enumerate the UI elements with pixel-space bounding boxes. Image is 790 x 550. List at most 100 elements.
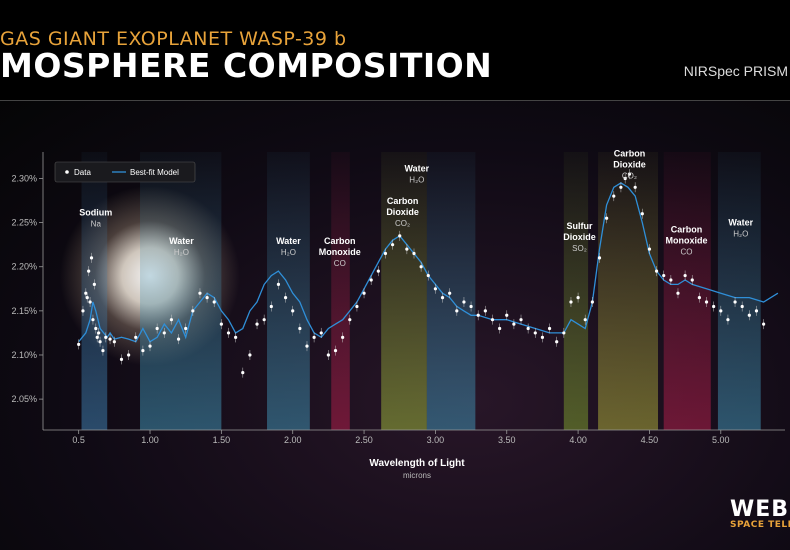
data-point [612, 194, 616, 198]
data-point [540, 335, 545, 339]
webb-logo: WEBB [730, 497, 790, 522]
data-point [312, 335, 316, 339]
data-point [519, 318, 523, 322]
data-point [590, 300, 594, 304]
plot-frame [42, 152, 785, 431]
legend-data-label: Data [74, 168, 91, 177]
data-point [77, 342, 81, 346]
data-point [498, 326, 502, 331]
data-point [101, 348, 105, 353]
data-point [555, 340, 559, 344]
molecule-name: Water [276, 236, 301, 246]
data-point [87, 269, 91, 273]
molecule-band [267, 152, 310, 430]
data-point [148, 344, 152, 348]
molecule-name: Carbon [387, 196, 419, 206]
data-point [647, 247, 652, 251]
data-point [134, 335, 138, 339]
data-point [319, 331, 323, 335]
data-point [390, 243, 395, 247]
data-point [226, 331, 231, 335]
y-tick-label: 2.15% [11, 306, 37, 316]
data-point [98, 340, 102, 344]
data-point [505, 313, 509, 317]
data-point [476, 313, 480, 317]
data-point [205, 296, 209, 300]
data-point [440, 296, 445, 300]
x-axis-ticks: 0.5 1.00 1.50 2.00 2.50 3.00 3.50 4.00 4.50 5.00 [72, 430, 730, 445]
molecule-annotations: SodiumNaWaterH₂OWaterH₂OCarbonMonoxideCO… [79, 148, 753, 267]
data-point [262, 318, 266, 322]
data-point [169, 318, 174, 322]
data-point [89, 256, 94, 260]
data-point [362, 291, 366, 295]
x-tick-label: 4.50 [641, 435, 659, 445]
data-point [108, 337, 112, 341]
y-tick-label: 2.05% [11, 394, 37, 404]
data-point [376, 269, 380, 273]
molecule-band [717, 152, 761, 430]
x-tick-label: 3.50 [498, 435, 516, 445]
data-point [198, 291, 202, 295]
chart-subtitle: GAS GIANT EXOPLANET WASP-39 b [0, 28, 347, 50]
data-point [291, 309, 295, 313]
webb-logo-sub: SPACE TELES [730, 520, 790, 530]
data-point [184, 326, 188, 331]
data-point [697, 296, 701, 300]
molecule-formula: Na [91, 220, 102, 229]
molecule-band [381, 152, 427, 430]
data-point [433, 287, 438, 291]
molecule-band [426, 152, 476, 430]
data-point [234, 335, 238, 339]
data-point [740, 304, 744, 309]
data-point [754, 309, 759, 313]
data-point [633, 185, 637, 189]
x-tick-label: 3.00 [427, 435, 445, 445]
molecule-name: Dioxide [563, 232, 596, 242]
data-points [77, 169, 766, 378]
molecule-formula: CO₂ [395, 219, 410, 228]
molecule-name: Dioxide [613, 159, 646, 169]
molecule-name: Sulfur [567, 221, 593, 231]
data-point [176, 337, 181, 341]
chart-title: MOSPHERE COMPOSITION [0, 46, 493, 85]
molecule-formula: CO [681, 247, 693, 256]
data-point [305, 344, 309, 348]
molecule-formula: H₂O [409, 175, 424, 184]
data-point [733, 300, 737, 304]
legend: Data Best-fit Model [54, 161, 196, 183]
data-point [419, 265, 423, 269]
data-point [341, 335, 345, 339]
x-tick-label: 0.5 [72, 435, 85, 445]
data-point [490, 318, 495, 322]
data-point [683, 273, 687, 278]
data-point [654, 269, 659, 273]
data-point [88, 300, 92, 304]
data-point [92, 282, 96, 286]
data-point [141, 348, 145, 353]
data-point [483, 309, 487, 313]
molecule-name: Monoxide [666, 235, 708, 245]
data-point [95, 335, 99, 339]
data-point [712, 304, 716, 309]
data-point [348, 318, 352, 322]
legend-model-label: Best-fit Model [130, 168, 179, 177]
header-divider [0, 100, 790, 101]
data-point [162, 331, 166, 335]
x-tick-label: 4.00 [569, 435, 587, 445]
data-point [583, 318, 587, 322]
data-point [597, 256, 602, 260]
data-point [212, 300, 216, 304]
data-point [726, 318, 730, 322]
molecule-formula: CO [334, 259, 346, 268]
data-point [455, 309, 459, 313]
molecule-name: Water [728, 217, 753, 227]
model-line [78, 182, 779, 343]
data-point [333, 348, 338, 353]
data-point [719, 309, 723, 313]
molecule-name: Water [405, 163, 430, 173]
data-point [276, 282, 281, 286]
data-point [112, 340, 116, 344]
x-tick-label: 5.00 [712, 435, 730, 445]
molecule-formula: H₂O [733, 229, 748, 238]
